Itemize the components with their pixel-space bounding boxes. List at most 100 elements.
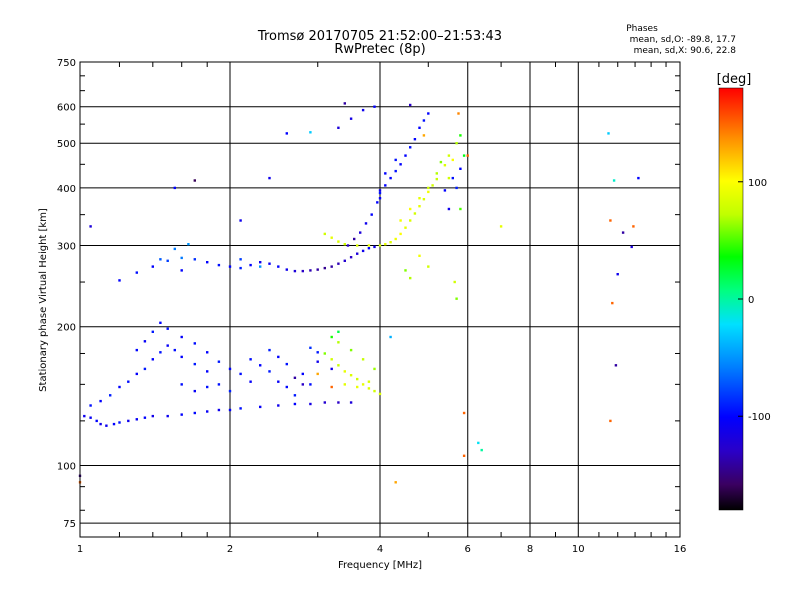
data-point [413, 138, 417, 141]
data-point [193, 258, 196, 261]
data-point [180, 269, 183, 272]
data-point [376, 201, 379, 204]
data-point [239, 372, 242, 376]
data-point [356, 244, 359, 247]
data-point [612, 179, 616, 182]
data-point [337, 330, 340, 333]
data-point [356, 385, 359, 389]
data-point [621, 231, 625, 234]
data-point [118, 279, 121, 282]
data-point [268, 348, 271, 352]
data-point [217, 360, 221, 363]
data-point [367, 244, 371, 247]
data-point [364, 222, 368, 225]
data-point [259, 364, 262, 367]
data-point [418, 126, 421, 129]
data-point [337, 364, 340, 367]
data-point [166, 344, 169, 347]
data-point [206, 410, 209, 413]
data-point [337, 240, 340, 243]
data-point [118, 421, 121, 424]
data-point [277, 404, 280, 407]
data-point [394, 169, 397, 173]
data-point [455, 142, 458, 145]
data-point [349, 374, 353, 377]
phases-o-stats: mean, sd,O: -89.8, 17.7 [630, 35, 736, 45]
data-point [180, 256, 183, 260]
data-point [151, 414, 154, 418]
data-point [409, 207, 412, 211]
data-point [349, 256, 353, 259]
data-point [323, 232, 326, 236]
colorbar-ticks: 100 0 -100 [738, 178, 771, 423]
grid [80, 62, 680, 537]
data-point [293, 269, 297, 273]
data-point [83, 414, 86, 418]
data-point [337, 341, 340, 344]
data-point [217, 383, 221, 386]
y-tick-label: 400 [57, 184, 76, 195]
data-point [166, 259, 169, 262]
data-point [378, 189, 382, 192]
data-point [477, 441, 480, 445]
data-point [427, 112, 430, 115]
data-point [457, 112, 460, 115]
data-point [447, 176, 451, 180]
data-point [349, 117, 353, 120]
data-point [499, 225, 503, 228]
data-point [249, 263, 252, 267]
data-point [193, 362, 196, 366]
colorbar-tick-label: 0 [748, 295, 754, 306]
y-tick-label: 300 [57, 242, 76, 253]
data-point [343, 259, 346, 262]
data-point [143, 367, 147, 371]
data-point [404, 269, 407, 272]
data-point [447, 207, 451, 211]
data-point [361, 249, 365, 253]
data-point [356, 252, 359, 255]
data-point [301, 372, 304, 376]
data-point [435, 172, 438, 175]
data-point [418, 197, 421, 200]
data-point [343, 102, 346, 105]
y-tick-label: 750 [57, 58, 76, 69]
data-point [293, 376, 297, 379]
data-point [422, 134, 426, 137]
data-point [301, 269, 304, 273]
data-point [239, 407, 242, 410]
data-point [151, 265, 154, 268]
axis-ticks: 1 2 4 6 8 10 16 75 100 200 300 400 500 600 750 [57, 58, 686, 555]
data-point [361, 383, 365, 386]
data-point [455, 186, 458, 190]
colorbar-unit-label: [deg] [717, 72, 752, 87]
data-point [316, 360, 319, 363]
data-point [277, 355, 280, 359]
data-point [173, 186, 176, 190]
data-point [418, 205, 421, 208]
data-point [384, 243, 387, 246]
data-point [399, 232, 402, 236]
data-point [143, 416, 147, 419]
data-point [89, 404, 92, 407]
data-point [399, 163, 402, 166]
data-point [409, 103, 412, 107]
data-point [127, 380, 130, 383]
data-point [239, 258, 242, 261]
data-point [367, 247, 371, 250]
data-point [206, 370, 209, 373]
data-point [293, 402, 297, 406]
data-point [206, 261, 209, 264]
data-point [361, 358, 365, 361]
data-point [316, 351, 319, 354]
data-point [632, 225, 635, 228]
data-point [89, 225, 92, 228]
data-point [293, 394, 297, 397]
data-point [277, 380, 280, 383]
data-point [268, 370, 271, 373]
data-point [301, 383, 304, 386]
data-point [309, 131, 312, 134]
data-point [367, 380, 371, 383]
data-point [259, 405, 262, 409]
data-point [330, 265, 333, 268]
data-point [443, 189, 447, 192]
